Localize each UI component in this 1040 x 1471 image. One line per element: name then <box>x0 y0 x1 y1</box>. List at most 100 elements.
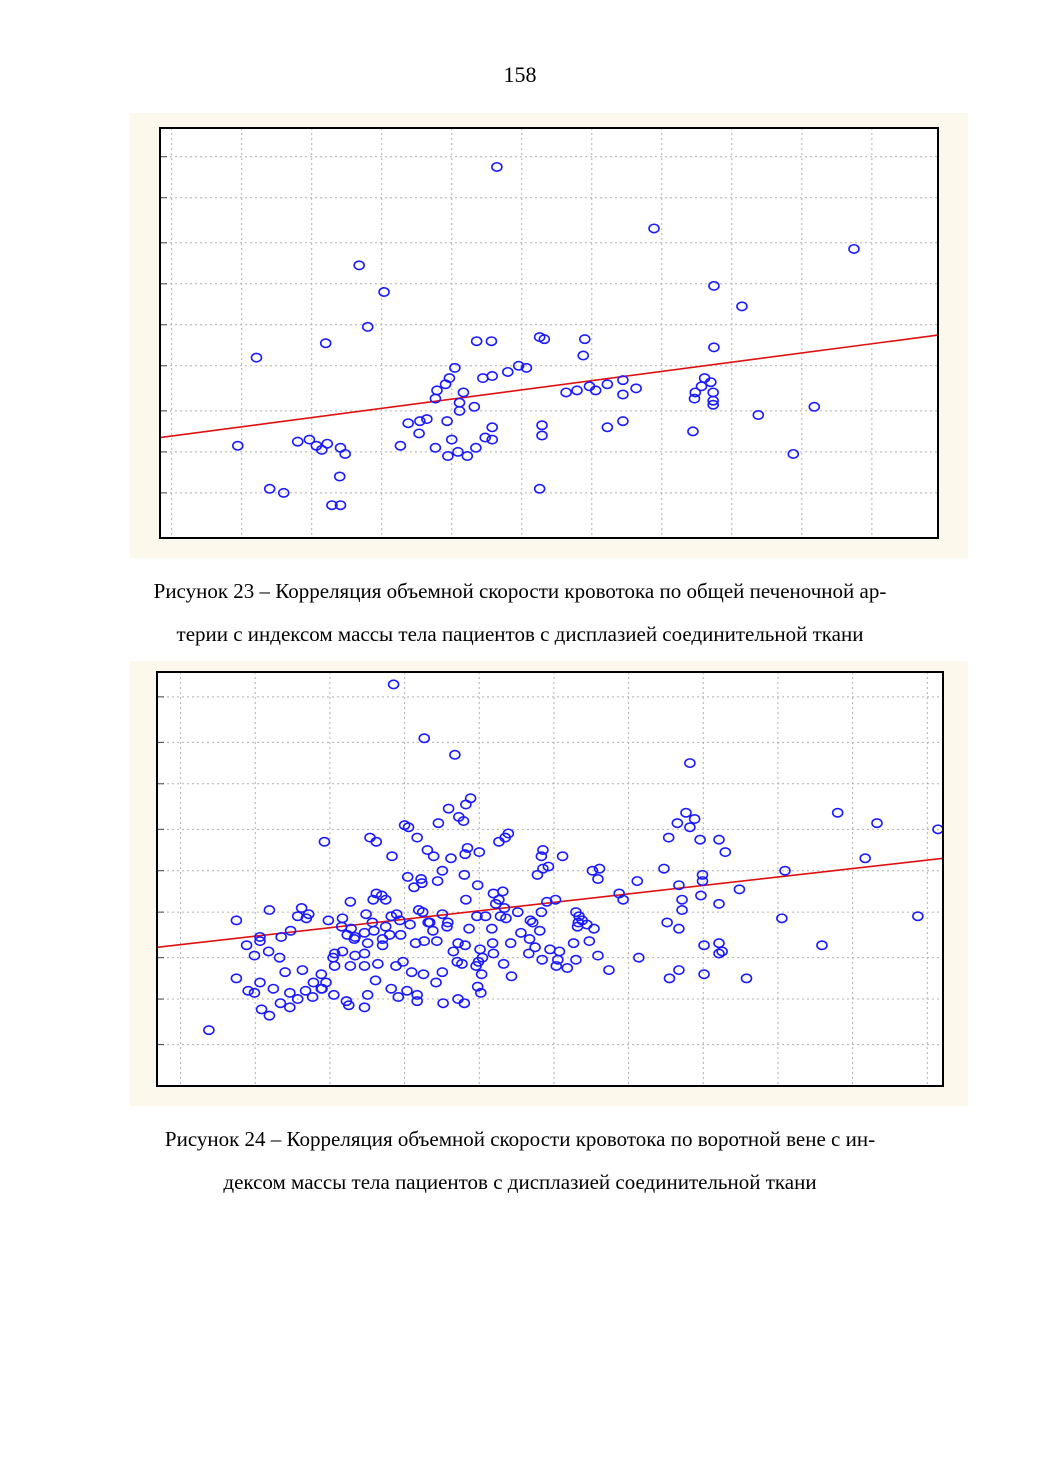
data-point <box>385 983 398 994</box>
data-point <box>486 371 499 382</box>
data-point <box>273 952 286 963</box>
data-point <box>871 818 883 829</box>
data-point <box>378 287 390 298</box>
data-point <box>463 923 475 934</box>
data-point <box>556 851 569 862</box>
data-point <box>695 381 708 392</box>
data-point <box>673 923 685 934</box>
data-point <box>578 334 591 345</box>
data-point <box>328 948 341 959</box>
data-point <box>707 399 719 410</box>
data-point <box>537 863 549 874</box>
data-point <box>787 448 800 459</box>
data-point <box>459 849 471 860</box>
data-point <box>684 758 696 769</box>
data-point <box>533 925 546 936</box>
data-point <box>267 983 280 994</box>
data-point <box>486 434 499 445</box>
data-point <box>449 749 461 760</box>
data-point <box>336 913 349 924</box>
data-point <box>576 915 589 926</box>
data-point <box>445 434 458 445</box>
data-point <box>449 362 461 373</box>
data-point <box>458 869 471 880</box>
data-point <box>776 913 788 924</box>
data-point <box>344 960 357 971</box>
data-point <box>673 880 685 891</box>
data-point <box>386 851 398 862</box>
data-point <box>687 426 699 437</box>
data-point <box>418 733 431 744</box>
data-point <box>617 894 629 905</box>
data-point <box>676 905 688 916</box>
data-point <box>427 925 439 936</box>
data-point <box>277 487 290 498</box>
data-point <box>705 377 717 388</box>
data-point <box>617 375 629 386</box>
data-point <box>526 917 539 928</box>
scatter-chart-23 <box>159 127 939 539</box>
data-point <box>570 907 582 918</box>
data-point <box>412 905 425 916</box>
data-point <box>370 888 383 899</box>
data-point <box>661 917 673 928</box>
data-point <box>321 438 334 449</box>
data-point <box>240 940 253 951</box>
data-point <box>248 987 261 998</box>
data-point <box>497 886 509 897</box>
data-point <box>538 334 551 345</box>
data-point <box>457 387 470 398</box>
data-point <box>402 418 414 429</box>
data-point <box>673 965 685 976</box>
data-point <box>689 387 702 398</box>
plot-frame <box>159 127 939 539</box>
data-point <box>368 925 380 936</box>
data-point <box>358 1002 371 1013</box>
data-point <box>307 977 320 988</box>
data-point <box>859 853 871 864</box>
data-point <box>291 994 304 1005</box>
data-point <box>474 944 486 955</box>
data-point <box>708 280 720 291</box>
data-point <box>688 393 701 404</box>
caption-figure-24: Рисунок 24 – Корреляция объемной скорост… <box>60 1118 980 1204</box>
data-point <box>512 360 525 371</box>
data-point <box>439 379 452 390</box>
data-point <box>413 428 425 439</box>
data-point <box>401 985 413 996</box>
data-point <box>349 931 361 942</box>
data-point <box>326 500 338 511</box>
data-point <box>203 1025 215 1036</box>
data-point <box>299 985 312 996</box>
data-point <box>341 929 354 940</box>
data-point <box>471 981 484 992</box>
caption-23-line-2: терии с индексом массы тела пациентов с … <box>176 622 864 646</box>
data-point <box>487 948 500 959</box>
data-point <box>432 818 445 829</box>
data-point <box>549 894 562 905</box>
data-point <box>698 940 710 951</box>
data-point <box>511 907 524 918</box>
data-point <box>716 946 728 957</box>
data-point <box>387 679 400 690</box>
data-point <box>473 847 486 858</box>
data-point <box>663 973 676 984</box>
data-point <box>498 902 511 913</box>
data-point <box>453 811 465 822</box>
data-point <box>284 987 296 998</box>
data-point <box>586 865 599 876</box>
data-point <box>671 818 684 829</box>
data-point <box>232 440 244 451</box>
data-point <box>536 430 548 441</box>
data-point <box>250 352 263 363</box>
data-point <box>322 915 335 926</box>
page-number: 158 <box>503 62 537 87</box>
data-point <box>436 865 449 876</box>
data-point <box>390 909 403 920</box>
data-point <box>379 894 392 905</box>
data-point <box>752 409 765 420</box>
data-point <box>367 894 379 905</box>
data-point <box>291 911 304 922</box>
data-point <box>303 434 316 445</box>
data-point <box>409 938 422 949</box>
